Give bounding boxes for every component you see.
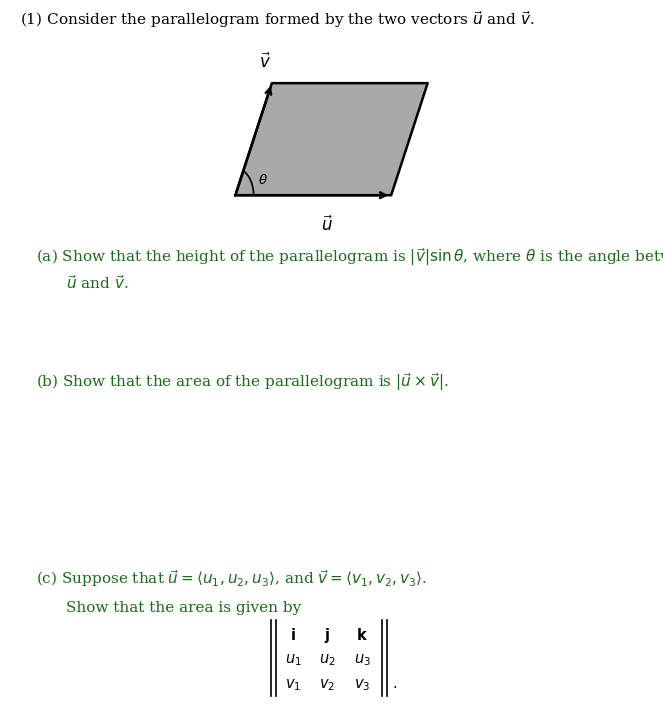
Text: .: . bbox=[392, 677, 397, 691]
Text: (1) Consider the parallelogram formed by the two vectors $\vec{u}$ and $\vec{v}$: (1) Consider the parallelogram formed by… bbox=[20, 9, 534, 30]
Text: $\mathbf{j}$: $\mathbf{j}$ bbox=[324, 626, 331, 645]
Text: Show that the area is given by: Show that the area is given by bbox=[66, 601, 302, 615]
Text: (b) Show that the area of the parallelogram is $|\vec{u} \times \vec{v}|$.: (b) Show that the area of the parallelog… bbox=[36, 371, 449, 393]
Text: (c) Suppose that $\vec{u} = \langle u_1, u_2, u_3\rangle$, and $\vec{v} = \langl: (c) Suppose that $\vec{u} = \langle u_1,… bbox=[36, 568, 428, 589]
Text: $\vec{v}$: $\vec{v}$ bbox=[259, 53, 271, 72]
Text: (a) Show that the height of the parallelogram is $|\vec{v}|\sin\theta$, where $\: (a) Show that the height of the parallel… bbox=[36, 246, 663, 268]
Text: $\vec{u}$: $\vec{u}$ bbox=[320, 215, 333, 235]
Text: $v_1$: $v_1$ bbox=[285, 677, 301, 693]
Text: $\vec{u}$ and $\vec{v}$.: $\vec{u}$ and $\vec{v}$. bbox=[66, 274, 129, 292]
Text: $u_3$: $u_3$ bbox=[353, 653, 371, 669]
Text: $\theta$: $\theta$ bbox=[258, 173, 268, 187]
Text: $u_1$: $u_1$ bbox=[284, 653, 302, 669]
Polygon shape bbox=[235, 83, 428, 195]
Text: $u_2$: $u_2$ bbox=[319, 653, 336, 669]
Text: $\mathbf{i}$: $\mathbf{i}$ bbox=[290, 627, 296, 643]
Text: $v_2$: $v_2$ bbox=[320, 677, 335, 693]
Text: $\mathbf{k}$: $\mathbf{k}$ bbox=[356, 627, 368, 643]
Text: $v_3$: $v_3$ bbox=[354, 677, 370, 693]
